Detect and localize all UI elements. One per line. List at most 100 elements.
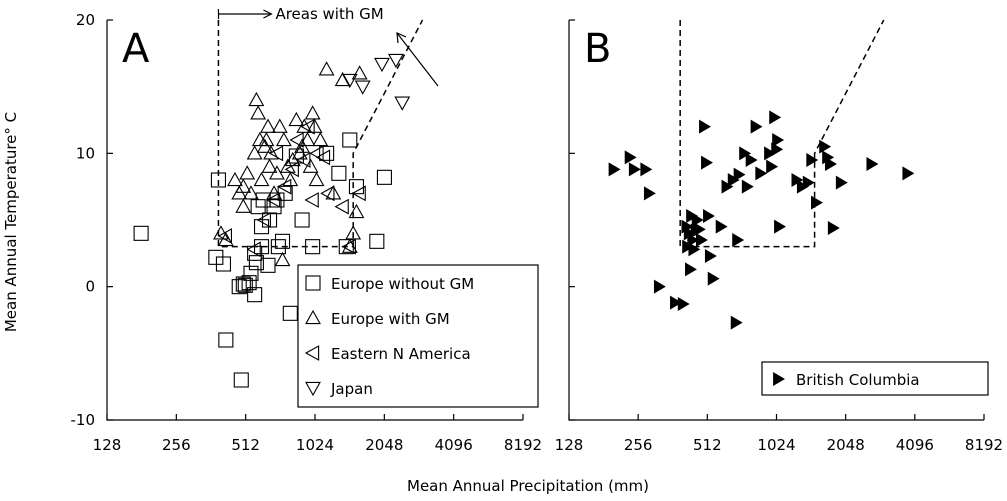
data-point	[325, 185, 342, 200]
legend-box	[297, 264, 539, 408]
data-point	[811, 195, 823, 210]
data-point	[294, 212, 310, 228]
x-tick-label: 128	[555, 436, 584, 454]
data-point	[288, 111, 305, 127]
data-point	[274, 251, 291, 267]
data-point	[750, 119, 763, 134]
data-point	[640, 162, 653, 177]
panel-a: 128 256 512 1024 2048 4096 8192 -10 0 10 20 A Areas …	[71, 5, 543, 454]
data-point	[670, 295, 682, 310]
y-tick-label: -10	[71, 411, 96, 429]
data-point	[755, 166, 768, 181]
data-point	[305, 239, 321, 255]
data-point	[374, 57, 390, 73]
data-point	[715, 219, 728, 234]
data-point	[235, 276, 251, 292]
data-point	[210, 172, 226, 188]
data-point	[334, 71, 351, 87]
x-tick-label: 512	[231, 436, 260, 454]
data-point	[341, 238, 356, 255]
x-tick-label: 256	[162, 436, 191, 454]
legend-item-label: Japan	[330, 380, 373, 398]
y-tick-label: 0	[85, 278, 95, 296]
data-point	[806, 153, 819, 167]
data-point	[268, 145, 284, 162]
data-point	[304, 192, 319, 208]
legend-marker	[305, 381, 321, 397]
data-point	[217, 228, 233, 244]
legend-marker	[773, 372, 785, 386]
data-point	[261, 158, 278, 173]
data-point	[683, 226, 696, 241]
data-point	[237, 277, 253, 293]
data-point	[624, 150, 637, 165]
data-point	[376, 169, 392, 185]
data-point	[233, 372, 249, 388]
x-tick-label: 2048	[365, 436, 403, 454]
legend-box	[761, 361, 989, 396]
data-point	[296, 152, 311, 168]
data-point	[308, 171, 325, 187]
data-point	[277, 178, 292, 195]
data-point	[341, 73, 358, 89]
panel-b: 128 256 512 1024 2048 4096 8192 B British Columb…	[555, 19, 1003, 454]
data-point	[302, 158, 319, 173]
data-point	[741, 179, 754, 194]
data-point	[243, 185, 259, 200]
data-point	[682, 239, 695, 254]
data-point	[304, 105, 321, 120]
x-axis-label: Mean Annual Precipitation (mm)	[407, 477, 649, 495]
data-point	[739, 146, 752, 161]
data-point	[688, 242, 701, 257]
data-point	[643, 186, 656, 201]
gm-boundary-line	[679, 19, 885, 248]
data-point	[227, 171, 243, 187]
data-point	[331, 165, 347, 181]
data-point	[695, 233, 708, 247]
data-point	[235, 198, 252, 213]
data-point	[707, 271, 720, 286]
data-point	[827, 221, 840, 235]
legend-marker	[305, 275, 321, 291]
data-point	[271, 118, 288, 133]
data-point	[260, 257, 276, 273]
data-point	[345, 225, 362, 240]
legend-marker	[305, 309, 321, 325]
data-point	[270, 239, 286, 255]
data-point	[825, 157, 837, 171]
data-point	[250, 105, 267, 120]
data-point	[730, 315, 743, 330]
data-point	[274, 233, 291, 249]
data-point	[217, 231, 234, 247]
data-point	[133, 225, 149, 241]
panel-label: B	[584, 26, 611, 72]
x-tick-label: 128	[93, 436, 122, 454]
data-point	[772, 133, 785, 147]
data-point	[699, 119, 711, 134]
y-tick-label: 10	[76, 144, 95, 162]
data-point	[215, 256, 231, 272]
data-point	[703, 209, 715, 223]
data-point	[246, 241, 261, 258]
data-point	[693, 222, 706, 237]
data-point	[774, 219, 787, 234]
legend-item-label: Eastern N America	[331, 345, 471, 363]
data-point	[835, 175, 848, 190]
data-point	[299, 131, 316, 147]
data-point	[369, 233, 385, 249]
data-point	[745, 153, 758, 167]
data-point	[300, 118, 315, 135]
data-point	[766, 159, 779, 174]
y-axis-label: Mean Annual Temperature° C	[2, 112, 20, 332]
x-tick-label: 4096	[435, 436, 473, 454]
data-point	[351, 185, 366, 202]
data-point	[247, 287, 263, 303]
legend-item-label: British Columbia	[796, 371, 920, 389]
x-tick-label: 512	[693, 436, 722, 454]
x-tick-label: 2048	[827, 436, 865, 454]
data-point	[342, 132, 358, 148]
legend: British Columbia	[761, 361, 989, 396]
data-point	[263, 145, 279, 160]
data-point	[319, 145, 335, 161]
data-point	[721, 179, 734, 194]
